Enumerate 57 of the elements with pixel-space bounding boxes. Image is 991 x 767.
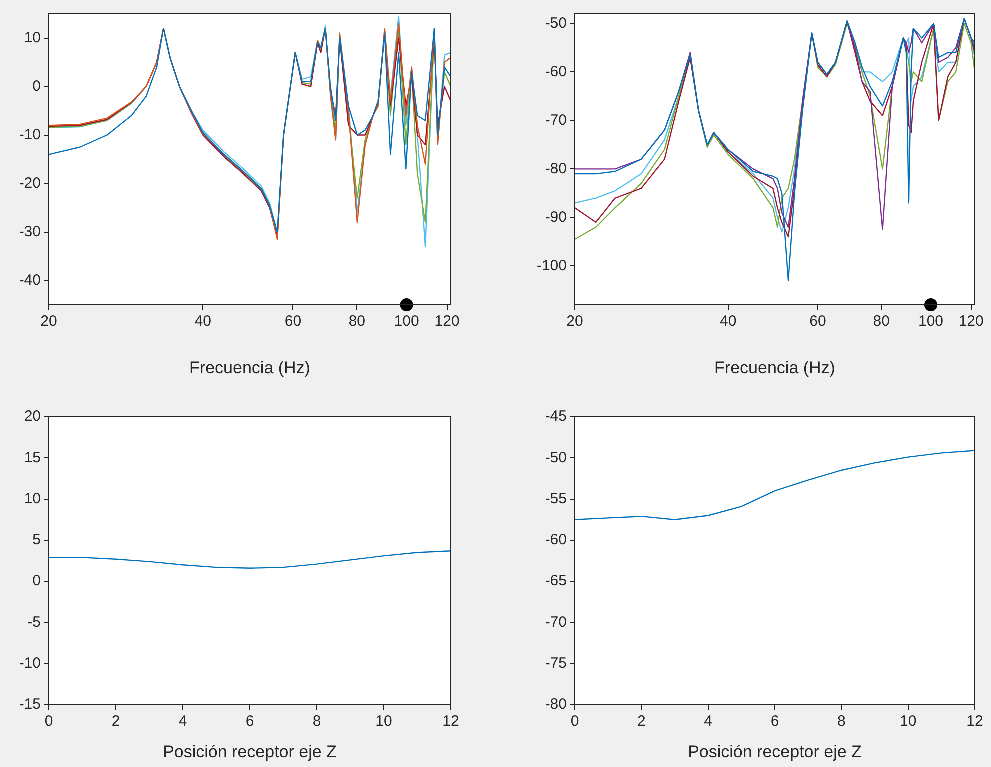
y-tick-label: -50 [545,449,567,466]
y-tick-label: -70 [545,112,567,129]
x-tick-label: 6 [246,713,254,730]
x-tick-label: 80 [348,313,366,330]
y-tick-label: -20 [19,174,41,192]
y-tick-label: 10 [24,29,41,46]
x-tick-label: 60 [810,313,826,330]
x-tick-label: 10 [900,713,917,730]
y-tick-label: 15 [24,449,41,466]
y-tick-label: -90 [545,208,567,226]
x-tick-label: 120 [958,313,984,330]
x-tick-label: 2 [637,713,646,730]
x-axis-title: Posición receptor eje Z [688,742,862,762]
y-tick-label: -100 [536,257,567,274]
y-tick-label: -10 [19,126,41,144]
y-tick-label: -80 [545,696,567,714]
y-tick-label: -70 [545,614,567,631]
y-tick-label: 0 [32,572,41,590]
x-tick-label: 6 [770,713,780,730]
x-tick-label: 0 [570,713,580,730]
y-tick-label: 0 [32,78,41,95]
y-tick-label: -5 [28,614,41,631]
y-tick-label: -80 [545,160,567,178]
x-tick-label: 20 [566,313,584,330]
x-tick-label: 100 [918,313,944,330]
y-tick-label: -50 [545,14,567,32]
y-tick-label: -65 [545,572,567,590]
x-tick-label: 120 [434,313,460,330]
y-tick-label: -45 [545,408,567,426]
x-tick-label: 40 [720,313,737,330]
y-tick-label: -10 [19,655,41,672]
y-tick-label: 5 [32,532,41,549]
x-tick-label: 10 [376,713,392,730]
x-tick-label: 2 [112,713,120,730]
x-tick-label: 12 [966,713,984,730]
y-tick-label: 20 [24,408,41,426]
x-tick-label: 40 [194,313,212,330]
x-tick-label: 4 [704,713,713,730]
y-tick-label: -55 [545,490,567,508]
x-tick-label: 100 [394,313,420,330]
x-axis-title: Posición receptor eje Z [163,742,337,762]
x-axis-title: Frecuencia (Hz) [190,358,310,378]
x-tick-label: 4 [178,713,188,730]
y-tick-label: -75 [545,655,567,672]
x-tick-label: 80 [873,313,890,330]
y-tick-label: -60 [545,63,567,80]
y-tick-label: -15 [19,696,41,714]
y-tick-label: 10 [24,490,41,508]
x-tick-label: 60 [284,313,302,330]
y-tick-label: -40 [19,272,41,289]
x-tick-label: 0 [44,713,54,730]
y-tick-label: -60 [545,532,567,549]
x-tick-label: 12 [442,713,460,730]
x-tick-label: 8 [312,713,322,730]
y-tick-label: -30 [19,223,41,240]
x-axis-title: Frecuencia (Hz) [714,358,836,378]
x-tick-label: 8 [837,713,846,730]
